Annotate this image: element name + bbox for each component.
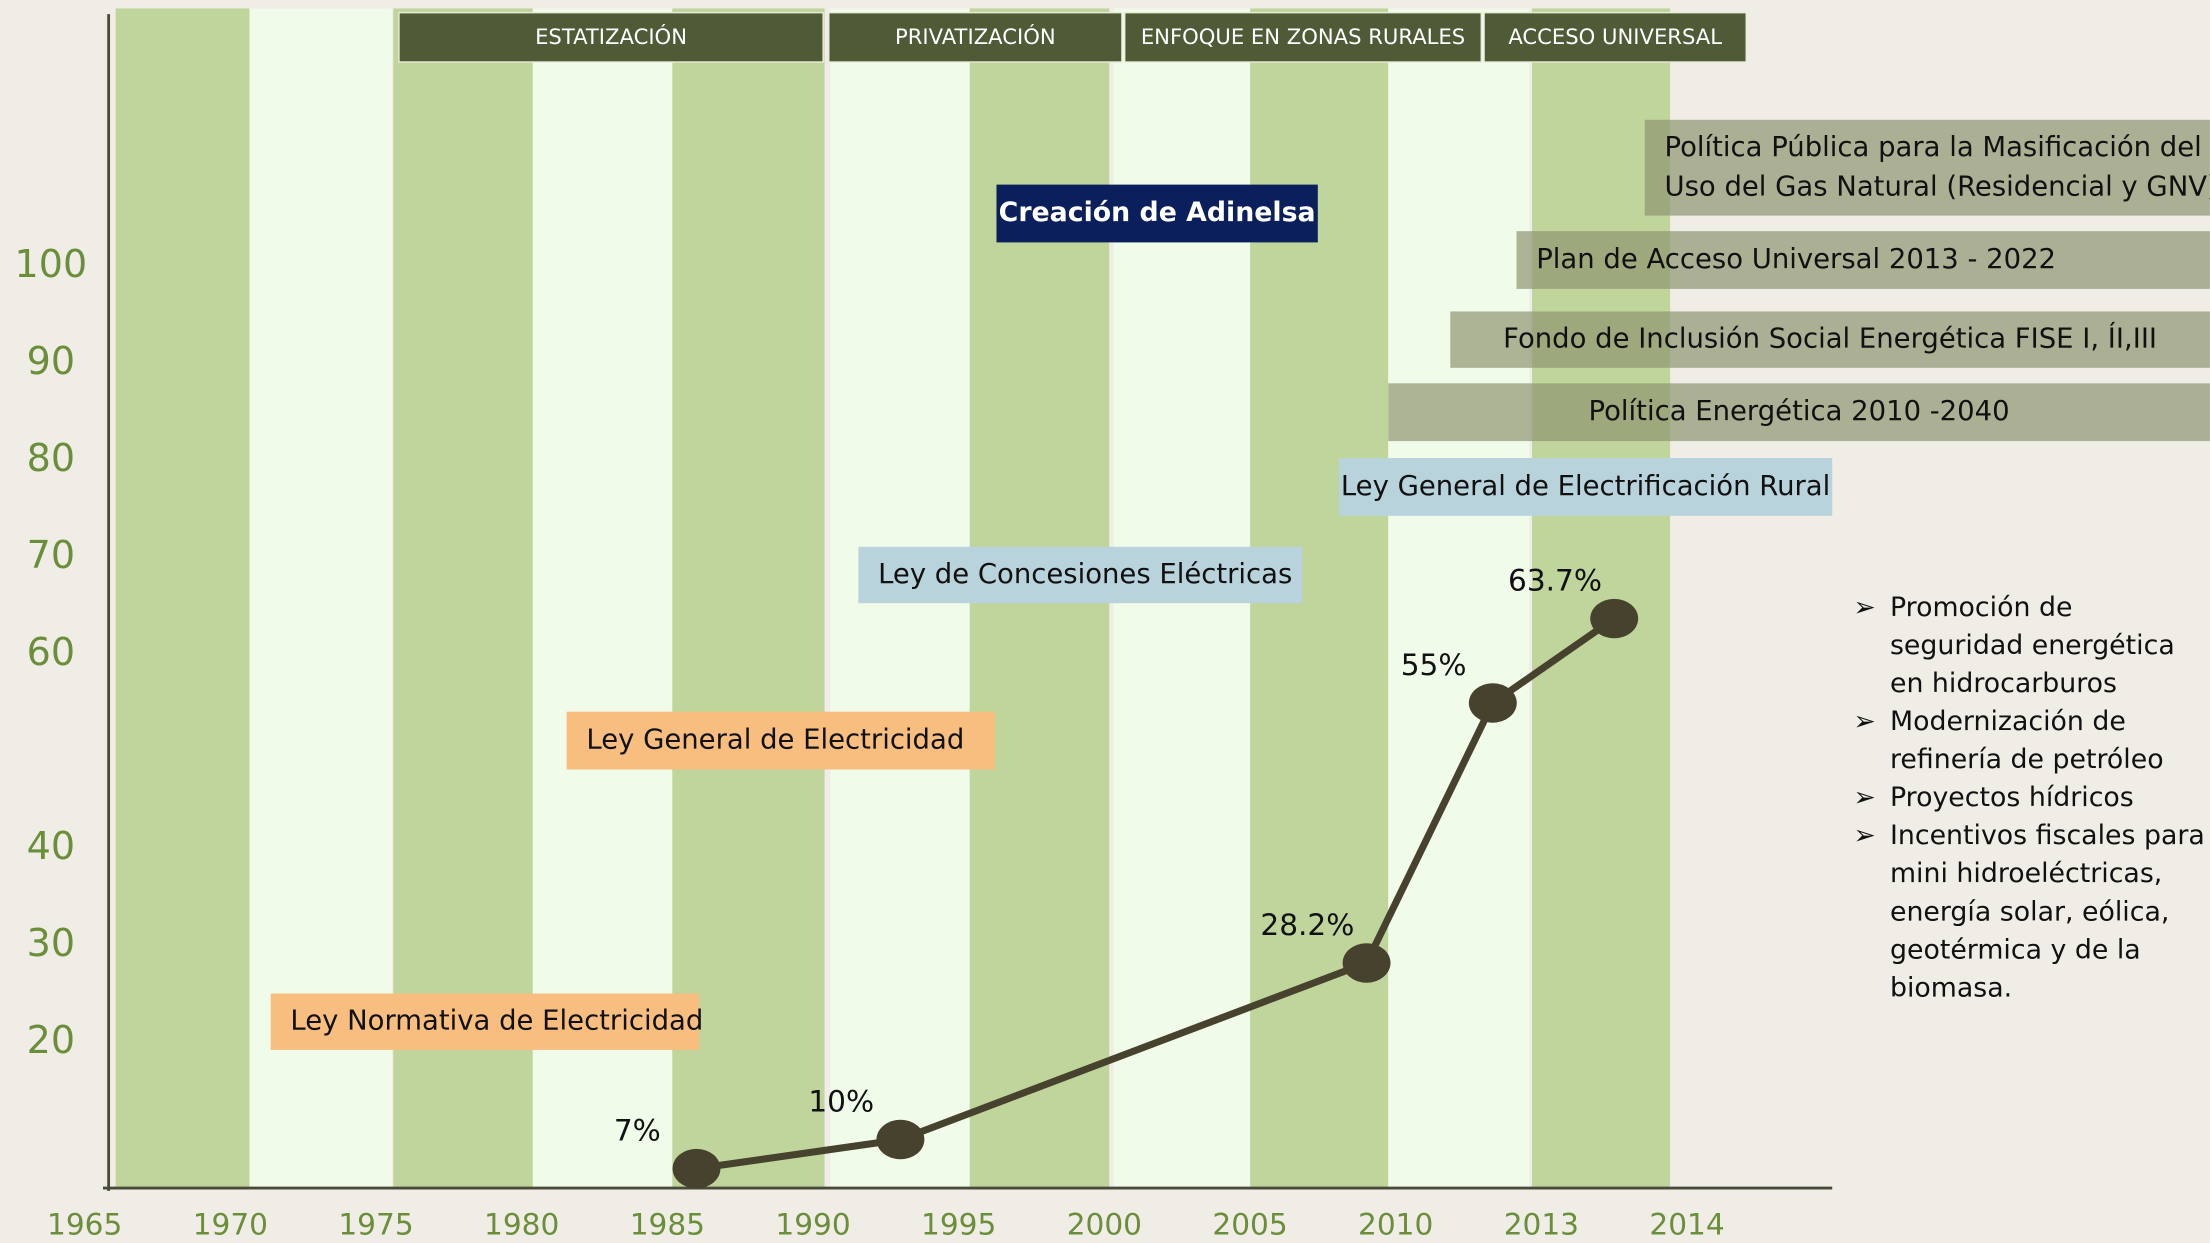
bullet-item: Promoción de seguridad energética en hid…: [1853, 589, 2210, 703]
annotation-text: Fondo de Inclusión Social Energética FIS…: [1503, 321, 2157, 355]
phase-header: [398, 11, 824, 63]
annotation-box: [1644, 119, 2210, 216]
data-point: [876, 1119, 925, 1160]
data-label: 10%: [808, 1084, 874, 1118]
annotation-box: [1516, 231, 2210, 289]
data-label: 63.7%: [1508, 563, 1602, 597]
bullet-box: Promoción de seguridad energética en hid…: [1853, 589, 2210, 1040]
x-tick-label: 1970: [193, 1208, 268, 1242]
phase-label: PRIVATIZACIÓN: [895, 24, 1056, 49]
phase-header: [1483, 11, 1747, 63]
annotation-box: [858, 546, 1303, 604]
data-point: [1590, 598, 1639, 639]
y-tick-label: 40: [27, 824, 75, 868]
x-tick-label: 1990: [775, 1208, 850, 1242]
annotation-text: Política Energética 2010 -2040: [1589, 395, 2010, 427]
bullet-item: Modernización de refinería de petróleo: [1853, 703, 2210, 779]
annotation-text: Política Pública para la Masificación de…: [1664, 131, 2201, 163]
y-tick-label: 100: [15, 242, 88, 286]
stripe: [115, 8, 250, 1189]
x-tick-label: 1965: [47, 1208, 122, 1242]
annotation-text: Uso del Gas Natural (Residencial y GNV): [1664, 170, 2210, 202]
y-tick-label: 20: [27, 1018, 75, 1062]
annotation-box: [270, 993, 700, 1050]
y-tick-label: 80: [27, 436, 75, 480]
annotation-text: Ley General de Electricidad: [586, 724, 964, 756]
annotation-box: [1388, 383, 2210, 442]
annotation-box: [566, 711, 996, 770]
data-label: 7%: [614, 1113, 661, 1147]
x-tick-label: 2014: [1649, 1208, 1724, 1242]
annotation-text: Ley Normativa de Electricidad: [290, 1005, 703, 1037]
phase-label: ENFOQUE EN ZONAS RURALES: [1141, 24, 1465, 49]
x-tick-label: 1995: [921, 1208, 996, 1242]
y-tick-label: 30: [27, 921, 75, 965]
x-tick-label: 2000: [1067, 1208, 1142, 1242]
phase-header: [1124, 11, 1482, 63]
x-tick-label: 1975: [338, 1208, 413, 1242]
data-point: [672, 1148, 721, 1189]
y-tick-label: 60: [27, 630, 75, 674]
annotation-text: Ley General de Electrificación Rural: [1341, 470, 1830, 502]
x-tick-label: 2010: [1358, 1208, 1433, 1242]
bullet-item: Incentivos fiscales para mini hidroeléct…: [1853, 817, 2210, 1007]
stripe: [532, 8, 673, 1189]
annotation-text: Creación de Adinelsa: [999, 197, 1316, 228]
phase-header: [828, 11, 1123, 63]
x-tick-label: 1985: [630, 1208, 705, 1242]
data-point: [1342, 943, 1391, 983]
stripe: [1388, 8, 1530, 1189]
phase-label: ACCESO UNIVERSAL: [1508, 24, 1722, 49]
annotation-box: [1338, 458, 1833, 516]
annotation-box: [996, 184, 1318, 243]
stripe: [249, 8, 392, 1189]
data-label: 55%: [1401, 648, 1467, 682]
data-label: 28.2%: [1260, 908, 1354, 942]
annotation-box: [1450, 311, 2210, 368]
x-tick-label: 2013: [1504, 1208, 1579, 1242]
stripe: [672, 8, 825, 1189]
phase-label: ESTATIZACIÓN: [535, 24, 687, 49]
annotation-text: Plan de Acceso Universal 2013 - 2022: [1536, 243, 2056, 275]
x-tick-label: 2005: [1212, 1208, 1287, 1242]
y-tick-label: 90: [27, 339, 75, 383]
y-tick-label: 70: [27, 533, 75, 577]
x-tick-label: 1980: [484, 1208, 559, 1242]
bullet-list: Promoción de seguridad energética en hid…: [1853, 589, 2210, 1008]
annotation-text: Ley de Concesiones Eléctricas: [878, 558, 1292, 590]
stripe: [393, 8, 533, 1189]
bullet-item: Proyectos hídricos: [1853, 779, 2210, 817]
data-point: [1468, 683, 1517, 723]
